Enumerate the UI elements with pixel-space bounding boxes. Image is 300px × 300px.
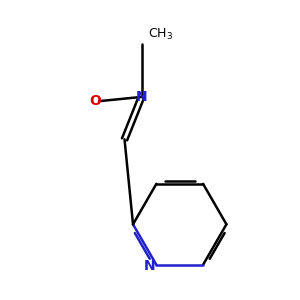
Text: CH$_3$: CH$_3$ [148,27,173,42]
Text: O: O [89,94,101,108]
Text: N: N [144,259,156,273]
Text: N: N [136,90,147,104]
